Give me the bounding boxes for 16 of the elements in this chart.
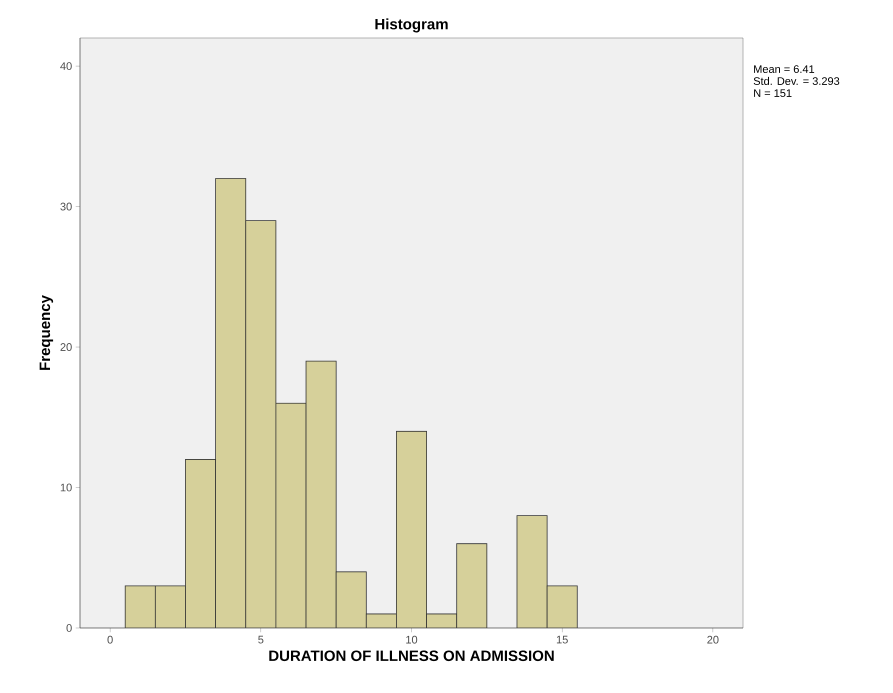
text: N = 151: [754, 89, 792, 97]
y-tick-label: 0: [66, 624, 72, 632]
x-axis-title: DURATION OF ILLNESS ON ADMISSION: [269, 650, 554, 662]
x-tick-label: 15: [556, 636, 568, 644]
text: Mean = 6.41: [754, 65, 814, 73]
text: Std. Dev. = 3.293: [754, 76, 840, 85]
chart-title: Histogram: [375, 18, 448, 32]
y-tick-label: 20: [60, 343, 72, 351]
y-tick-label: 40: [60, 62, 72, 70]
y-axis-title: Frequency: [40, 295, 54, 370]
x-tick-label: 0: [108, 636, 113, 644]
x-tick-label: 20: [707, 636, 719, 644]
y-tick-label: 10: [60, 484, 72, 492]
y-tick-label: 30: [60, 202, 72, 210]
x-tick-label: 5: [258, 636, 264, 644]
x-tick-label: 10: [406, 636, 418, 644]
